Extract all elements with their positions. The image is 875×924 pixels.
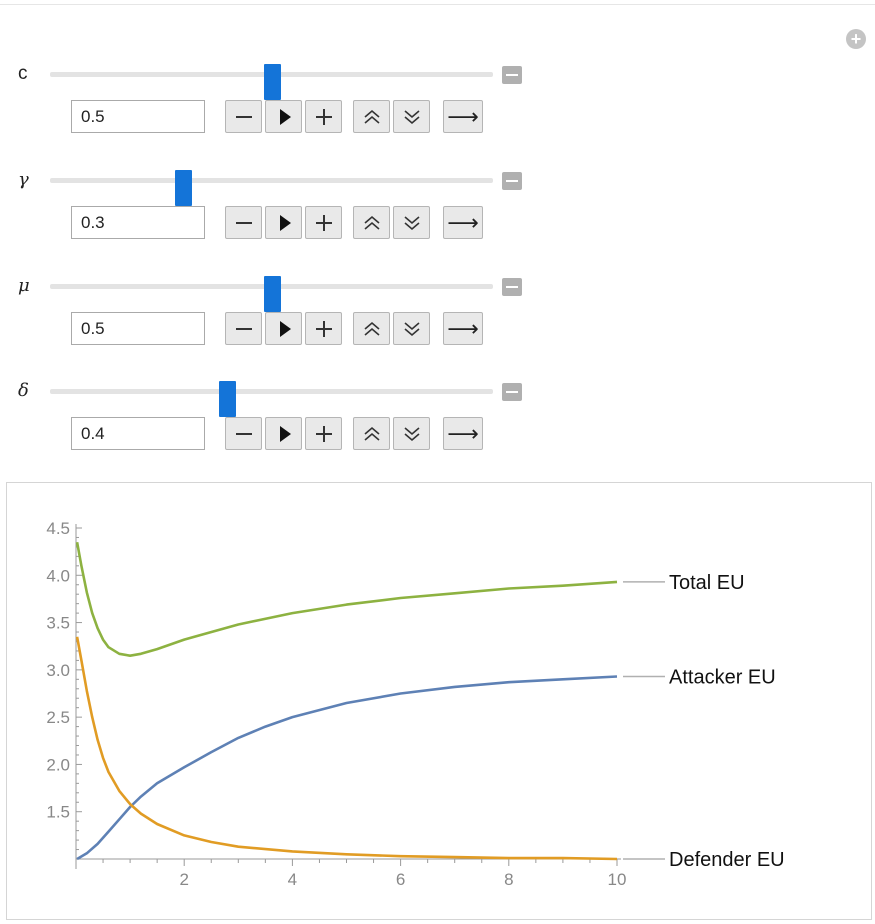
series-label-attacker: Attacker EU xyxy=(669,666,776,688)
play-icon xyxy=(279,320,291,337)
y-tick-label: 2.5 xyxy=(46,708,70,727)
slider-delta[interactable] xyxy=(50,381,493,417)
series-label-defender: Defender EU xyxy=(669,849,785,871)
collapse-delta-icon[interactable] xyxy=(502,383,522,401)
arrow-right-icon: ⟶ xyxy=(447,315,479,341)
x-tick-label: 2 xyxy=(179,870,188,889)
slider-c[interactable] xyxy=(50,64,493,100)
play-icon xyxy=(279,214,291,231)
control-c: c 0.5 ⟶ xyxy=(0,62,560,162)
add-controls-icon[interactable]: + xyxy=(846,29,866,49)
minus-icon xyxy=(235,327,252,330)
increment-delta-button[interactable] xyxy=(305,417,342,450)
double-chevron-down-icon xyxy=(403,109,420,124)
play-mu-button[interactable] xyxy=(265,312,302,345)
top-divider xyxy=(0,4,875,5)
minus-icon xyxy=(235,115,252,118)
faster-gamma-button[interactable] xyxy=(353,206,390,239)
y-tick-label: 4.5 xyxy=(46,519,70,538)
y-tick-label: 3.0 xyxy=(46,661,70,680)
control-label-c: c xyxy=(18,63,28,84)
faster-c-button[interactable] xyxy=(353,100,390,133)
series-line-total xyxy=(75,541,618,657)
series-label-total: Total EU xyxy=(669,572,745,594)
value-field-c[interactable]: 0.5 xyxy=(71,100,205,133)
direction-gamma-button[interactable]: ⟶ xyxy=(443,206,483,239)
faster-mu-button[interactable] xyxy=(353,312,390,345)
increment-gamma-button[interactable] xyxy=(305,206,342,239)
minus-icon xyxy=(235,432,252,435)
slider-thumb-mu[interactable] xyxy=(263,276,281,312)
control-mu: μ 0.5 ⟶ xyxy=(0,274,560,374)
y-tick-label: 3.5 xyxy=(46,614,70,633)
decrement-mu-button[interactable] xyxy=(225,312,262,345)
x-tick-label: 8 xyxy=(504,870,513,889)
arrow-right-icon: ⟶ xyxy=(447,209,479,235)
play-icon xyxy=(279,108,291,125)
double-chevron-down-icon xyxy=(403,426,420,441)
slider-thumb-delta[interactable] xyxy=(219,381,237,417)
collapse-gamma-icon[interactable] xyxy=(502,172,522,190)
control-label-mu: μ xyxy=(18,275,30,296)
decrement-delta-button[interactable] xyxy=(225,417,262,450)
decrement-c-button[interactable] xyxy=(225,100,262,133)
value-field-delta[interactable]: 0.4 xyxy=(71,417,205,450)
collapse-mu-icon[interactable] xyxy=(502,278,522,296)
play-gamma-button[interactable] xyxy=(265,206,302,239)
slower-delta-button[interactable] xyxy=(393,417,430,450)
increment-c-button[interactable] xyxy=(305,100,342,133)
slider-thumb-c[interactable] xyxy=(263,64,281,100)
slower-mu-button[interactable] xyxy=(393,312,430,345)
arrow-right-icon: ⟶ xyxy=(447,420,479,446)
plus-icon xyxy=(315,214,332,231)
minus-icon xyxy=(235,221,252,224)
control-label-delta: δ xyxy=(18,380,29,401)
slider-thumb-gamma[interactable] xyxy=(174,170,192,206)
double-chevron-up-icon xyxy=(363,426,380,441)
plus-icon xyxy=(315,320,332,337)
plus-icon xyxy=(315,425,332,442)
control-gamma: γ 0.3 ⟶ xyxy=(0,168,560,268)
double-chevron-up-icon xyxy=(363,321,380,336)
faster-delta-button[interactable] xyxy=(353,417,390,450)
slower-gamma-button[interactable] xyxy=(393,206,430,239)
slider-gamma[interactable] xyxy=(50,170,493,206)
plot-panel: 1.5 2.0 2.5 3.0 3.5 4.0 4.5 2 4 6 8 10 Total EU Attac… xyxy=(6,482,872,920)
double-chevron-down-icon xyxy=(403,215,420,230)
y-tick-label: 2.0 xyxy=(46,755,70,774)
double-chevron-down-icon xyxy=(403,321,420,336)
control-label-gamma: γ xyxy=(18,169,29,190)
play-icon xyxy=(279,425,291,442)
direction-delta-button[interactable]: ⟶ xyxy=(443,417,483,450)
x-tick-label: 10 xyxy=(608,870,627,889)
eu-line-chart: 1.5 2.0 2.5 3.0 3.5 4.0 4.5 2 4 6 8 10 Total EU Attac… xyxy=(46,519,785,889)
play-c-button[interactable] xyxy=(265,100,302,133)
y-tick-label: 1.5 xyxy=(46,803,70,822)
slower-c-button[interactable] xyxy=(393,100,430,133)
direction-mu-button[interactable]: ⟶ xyxy=(443,312,483,345)
play-delta-button[interactable] xyxy=(265,417,302,450)
series-line-attacker xyxy=(76,675,618,861)
y-tick-label: 4.0 xyxy=(46,566,70,585)
increment-mu-button[interactable] xyxy=(305,312,342,345)
double-chevron-up-icon xyxy=(363,109,380,124)
plus-icon xyxy=(315,108,332,125)
x-tick-label: 4 xyxy=(288,870,297,889)
decrement-gamma-button[interactable] xyxy=(225,206,262,239)
control-delta: δ 0.4 ⟶ xyxy=(0,379,560,479)
double-chevron-up-icon xyxy=(363,215,380,230)
slider-mu[interactable] xyxy=(50,276,493,312)
x-tick-label: 6 xyxy=(396,870,405,889)
value-field-gamma[interactable]: 0.3 xyxy=(71,206,205,239)
direction-c-button[interactable]: ⟶ xyxy=(443,100,483,133)
arrow-right-icon: ⟶ xyxy=(447,103,479,129)
collapse-c-icon[interactable] xyxy=(502,66,522,84)
series-line-defender xyxy=(75,636,618,861)
value-field-mu[interactable]: 0.5 xyxy=(71,312,205,345)
